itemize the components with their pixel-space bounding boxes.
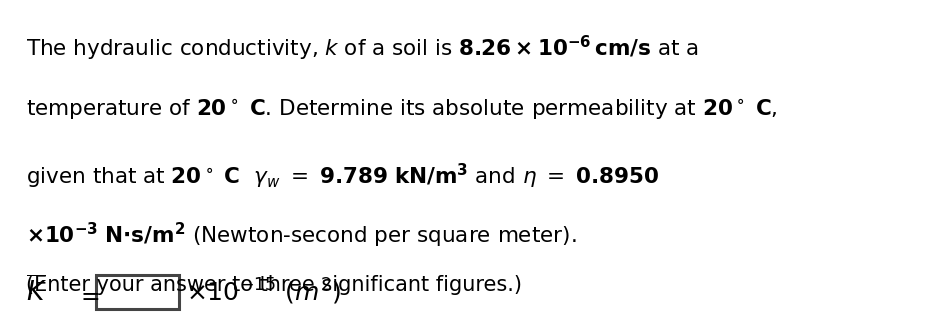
Bar: [95, 275, 179, 309]
Text: $=$: $=$: [76, 283, 100, 307]
Text: $\overline{K}$: $\overline{K}$: [26, 276, 47, 307]
Text: temperature of $\mathbf{20^\circ\ C}$. Determine its absolute permeability at $\: temperature of $\mathbf{20^\circ\ C}$. D…: [26, 98, 777, 122]
Text: $\times 10^{-15}\ (m^2)$: $\times 10^{-15}\ (m^2)$: [185, 277, 341, 307]
Text: The hydraulic conductivity, $\it{k}$ of a soil is $\mathbf{8.26 \times 10^{-6}\,: The hydraulic conductivity, $\it{k}$ of …: [26, 34, 698, 63]
Text: given that at $\mathbf{20^\circ\ C}$  $\gamma_w$ $=$ $\mathbf{9.789\ kN/m^3}$ an: given that at $\mathbf{20^\circ\ C}$ $\g…: [26, 162, 658, 191]
Text: (Enter your answer to three significant figures.): (Enter your answer to three significant …: [26, 275, 521, 295]
Text: $\mathbf{\times 10^{-3}\ N{\cdot}s/m^2}$ (Newton-second per square meter).: $\mathbf{\times 10^{-3}\ N{\cdot}s/m^2}$…: [26, 221, 576, 250]
